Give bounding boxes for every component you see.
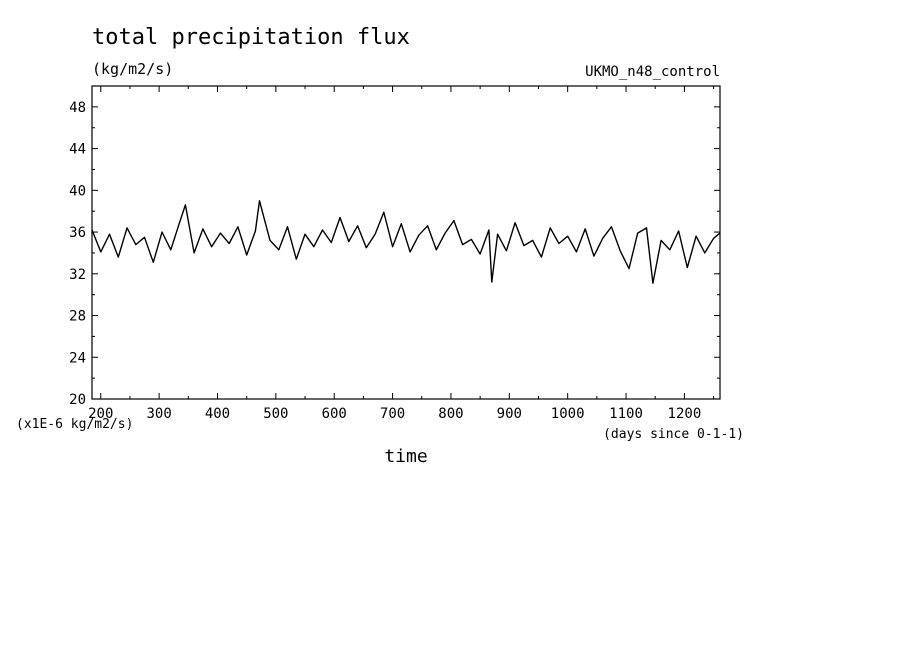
x-axis-label: time — [384, 446, 427, 467]
series-line — [91, 200, 721, 284]
y-tick-label: 20 — [69, 392, 86, 408]
y-tick-label: 24 — [69, 350, 86, 366]
x-units-label: (days since 0-1-1) — [603, 427, 744, 442]
experiment-label: UKMO_n48_control — [585, 64, 720, 80]
y-tick-label: 28 — [69, 309, 86, 325]
x-tick-label: 1100 — [609, 406, 643, 422]
x-tick-label: 800 — [438, 406, 463, 422]
y-tick-label: 36 — [69, 225, 86, 241]
x-tick-label: 400 — [205, 406, 230, 422]
chart-title: total precipitation flux — [92, 25, 410, 50]
x-tick-label: 1200 — [668, 406, 702, 422]
units-label: (kg/m2/s) — [92, 60, 173, 78]
x-tick-label: 1000 — [551, 406, 585, 422]
x-tick-label: 500 — [263, 406, 288, 422]
y-tick-label: 48 — [69, 100, 86, 116]
x-tick-label: 700 — [380, 406, 405, 422]
x-tick-label: 200 — [88, 406, 113, 422]
y-scale-note: (x1E-6 kg/m2/s) — [16, 417, 133, 432]
x-tick-label: 600 — [322, 406, 347, 422]
x-tick-label: 900 — [497, 406, 522, 422]
y-tick-label: 32 — [69, 267, 86, 283]
ticks — [92, 86, 720, 400]
y-tick-label: 44 — [69, 142, 86, 158]
y-tick-label: 40 — [69, 183, 86, 199]
plot-frame — [91, 85, 721, 400]
x-tick-label: 300 — [146, 406, 171, 422]
tick-labels: 20 24 28 32 36 40 44 48 200 300 400 500 600 700 800 900… — [69, 100, 701, 422]
